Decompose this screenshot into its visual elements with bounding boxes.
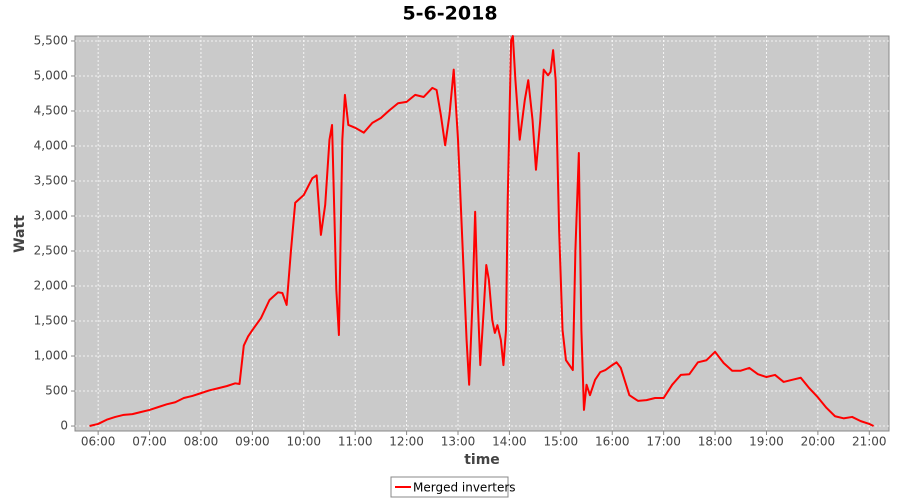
y-tick-label: 3,000 <box>34 208 68 222</box>
x-tick-label: 12:00 <box>389 435 424 449</box>
plot-area <box>74 35 890 432</box>
x-tick-label: 13:00 <box>441 435 476 449</box>
x-tick-label: 17:00 <box>646 435 681 449</box>
legend: Merged inverters <box>390 476 516 498</box>
legend-box <box>390 476 509 498</box>
y-tick-label: 5,000 <box>34 68 68 82</box>
x-tick-label: 09:00 <box>235 435 270 449</box>
x-axis-label: time <box>464 452 500 468</box>
y-tick-label: 2,000 <box>34 279 68 293</box>
x-tick-label: 15:00 <box>544 435 579 449</box>
x-tick-label: 11:00 <box>338 435 373 449</box>
data-line <box>89 35 875 428</box>
y-tick-label: 3,500 <box>34 173 68 187</box>
y-tick-label: 500 <box>45 384 68 398</box>
x-tick-label: 10:00 <box>286 435 321 449</box>
x-tick-label: 16:00 <box>595 435 630 449</box>
x-tick-label: 21:00 <box>852 435 887 449</box>
legend-label: Merged inverters <box>413 481 516 495</box>
y-tick-label: 4,000 <box>34 138 68 152</box>
x-tick-label: 18:00 <box>698 435 733 449</box>
y-axis-label: Watt <box>12 215 28 253</box>
y-tick-label: 2,500 <box>34 244 68 258</box>
x-tick-label: 20:00 <box>801 435 836 449</box>
x-tick-label: 06:00 <box>81 435 116 449</box>
y-tick-label: 4,500 <box>34 103 68 117</box>
y-tick-label: 0 <box>60 419 68 433</box>
y-tick-label: 5,500 <box>34 33 68 47</box>
x-tick-label: 19:00 <box>749 435 784 449</box>
x-tick-label: 14:00 <box>492 435 527 449</box>
y-tick-label: 1,500 <box>34 314 68 328</box>
x-tick-label: 07:00 <box>132 435 167 449</box>
y-tick-label: 1,000 <box>34 349 68 363</box>
chart-title: 5-6-2018 <box>402 3 497 25</box>
x-tick-label: 08:00 <box>184 435 219 449</box>
